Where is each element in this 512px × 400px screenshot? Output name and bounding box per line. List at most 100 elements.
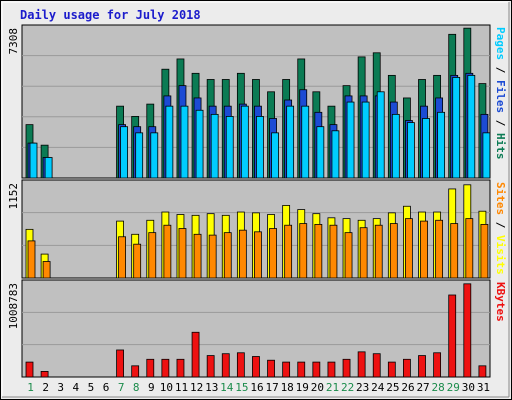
bar-sites-day-9: [148, 232, 157, 279]
day-label-29: 29: [447, 381, 460, 394]
bar-pages-day-15: [240, 105, 249, 179]
x-axis-day-labels: 1 2 3 4 5 6 7 8 9 10 11 12 13 14 15 16 17 18 19 20 21 22 23 24 2…: [27, 381, 490, 394]
series-legend-label: Pages / Files / Hits: [494, 27, 507, 160]
legend-part: Pages: [494, 27, 507, 60]
bar-pages-day-21: [331, 130, 340, 179]
day-label-28: 28: [432, 381, 445, 394]
bar-pages-day-14: [225, 116, 234, 179]
y-max-label: 1008783: [7, 283, 20, 329]
series-legend-label: Sites / Visits: [494, 182, 507, 275]
bar-sites-day-10: [163, 224, 172, 279]
bar-sites-day-21: [329, 224, 338, 279]
bar-sites-day-22: [344, 232, 353, 279]
chart-panels: 7308 Pages / Files / Hits 1152 Sites / Visi…: [7, 24, 507, 378]
day-label-17: 17: [265, 381, 278, 394]
chart-title: Daily usage for July 2018: [20, 8, 201, 22]
bar-kbytes-day-29: [448, 294, 457, 378]
bar-sites-day-2: [42, 261, 51, 279]
bar-sites-day-25: [389, 223, 398, 279]
bar-kbytes-day-12: [191, 331, 200, 378]
bar-sites-day-12: [193, 233, 202, 279]
bar-kbytes-day-11: [176, 358, 185, 378]
bar-kbytes-day-16: [252, 356, 260, 378]
bar-pages-day-10: [165, 105, 174, 179]
bar-kbytes-day-7: [116, 349, 124, 378]
bar-sites-day-18: [284, 224, 293, 279]
bar-pages-day-16: [256, 116, 264, 179]
bar-pages-day-30: [467, 74, 476, 179]
bar-sites-day-24: [374, 224, 383, 279]
day-label-16: 16: [250, 381, 263, 394]
bar-kbytes-day-15: [236, 352, 245, 378]
bar-pages-day-2: [44, 157, 53, 179]
bar-sites-day-15: [238, 229, 247, 279]
bar-sites-day-20: [314, 223, 323, 279]
day-label-26: 26: [401, 381, 414, 394]
day-label-4: 4: [73, 381, 80, 394]
bar-pages-day-24: [376, 91, 385, 179]
bar-pages-day-27: [422, 118, 430, 179]
day-label-3: 3: [57, 381, 64, 394]
bar-kbytes-day-10: [161, 358, 170, 378]
bar-kbytes-day-8: [131, 365, 140, 378]
legend-part: KBytes: [494, 282, 507, 322]
day-label-20: 20: [311, 381, 324, 394]
day-label-8: 8: [133, 381, 140, 394]
day-label-19: 19: [296, 381, 309, 394]
bar-kbytes-day-14: [221, 353, 230, 378]
bar-kbytes-day-2: [40, 371, 49, 378]
y-max-label: 1152: [7, 183, 20, 210]
bar-sites-day-17: [269, 228, 277, 279]
bar-pages-day-1: [29, 142, 38, 179]
legend-part: /: [494, 60, 507, 80]
bar-kbytes-day-20: [312, 361, 321, 378]
bar-sites-day-13: [208, 234, 217, 279]
day-label-10: 10: [160, 381, 173, 394]
bar-kbytes-day-9: [146, 358, 155, 378]
bar-sites-day-29: [450, 223, 459, 279]
bar-pages-day-7: [120, 126, 128, 179]
day-label-31: 31: [477, 381, 490, 394]
day-label-22: 22: [341, 381, 354, 394]
day-label-21: 21: [326, 381, 339, 394]
day-label-24: 24: [371, 381, 385, 394]
day-label-15: 15: [235, 381, 248, 394]
bar-kbytes-day-25: [387, 361, 396, 378]
bar-pages-day-13: [210, 113, 219, 179]
panel-3: 1008783 KBytes: [7, 279, 507, 378]
day-label-23: 23: [356, 381, 369, 394]
day-label-12: 12: [190, 381, 203, 394]
legend-part: Visits: [494, 235, 507, 275]
day-label-30: 30: [462, 381, 475, 394]
bar-pages-day-8: [135, 132, 144, 179]
bar-kbytes-day-1: [25, 361, 34, 378]
bar-pages-day-17: [271, 132, 279, 179]
bar-sites-day-8: [133, 243, 142, 279]
bar-sites-day-31: [480, 223, 489, 279]
bar-pages-day-23: [361, 101, 370, 179]
bar-pages-day-26: [407, 122, 415, 179]
bar-kbytes-day-28: [433, 352, 442, 378]
bar-pages-day-28: [437, 111, 446, 179]
day-label-2: 2: [42, 381, 49, 394]
bar-sites-day-7: [118, 236, 126, 279]
bar-kbytes-day-22: [342, 358, 351, 378]
bar-pages-day-22: [346, 101, 355, 179]
day-label-14: 14: [220, 381, 234, 394]
legend-part: Hits: [494, 133, 507, 160]
day-label-18: 18: [281, 381, 294, 394]
day-label-27: 27: [416, 381, 429, 394]
bar-kbytes-day-24: [372, 353, 381, 378]
day-label-6: 6: [103, 381, 110, 394]
bar-pages-day-31: [482, 132, 491, 179]
day-label-13: 13: [205, 381, 218, 394]
bar-sites-day-1: [27, 240, 36, 279]
bar-pages-day-9: [150, 132, 159, 179]
day-label-11: 11: [175, 381, 188, 394]
legend-part: /: [494, 113, 507, 133]
day-label-25: 25: [386, 381, 399, 394]
day-label-7: 7: [118, 381, 125, 394]
bar-kbytes-day-31: [478, 365, 487, 378]
y-max-label: 7308: [7, 28, 20, 55]
